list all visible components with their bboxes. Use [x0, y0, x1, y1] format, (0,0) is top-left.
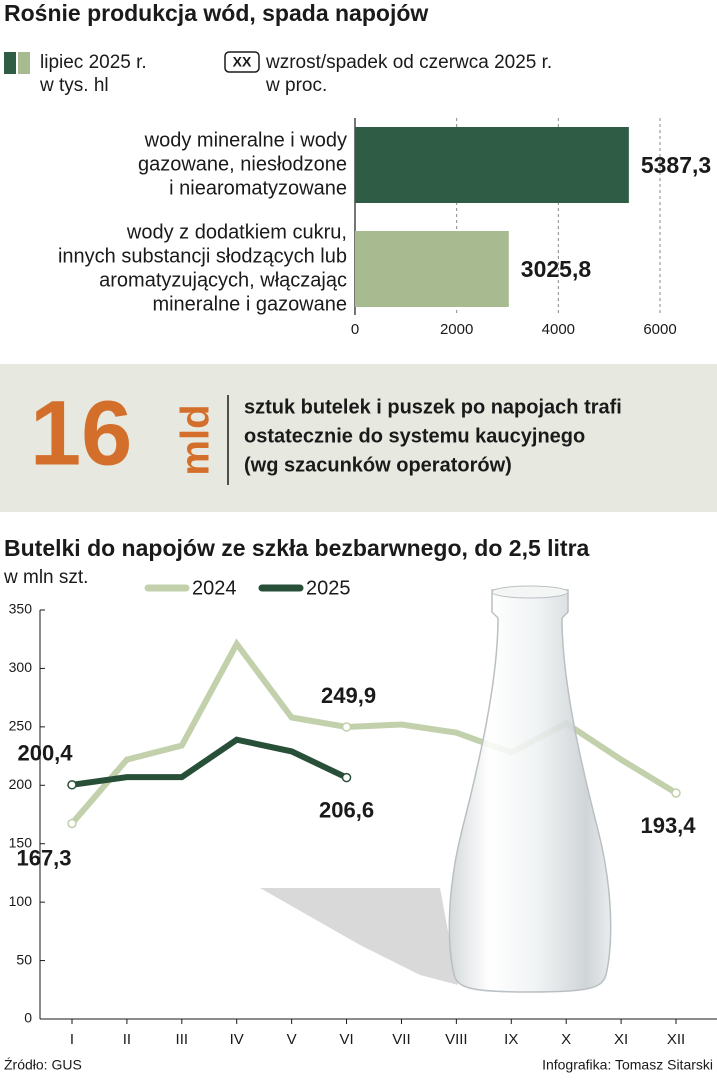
x-tick-label: II: [123, 1031, 131, 1048]
value-label: 200,4: [17, 741, 73, 766]
x-tick-label: IV: [230, 1031, 244, 1048]
value-label: 206,6: [319, 797, 374, 822]
highlight-text: (wg szacunków operatorów): [244, 454, 512, 476]
x-tick-label: I: [70, 1031, 74, 1048]
category-label: gazowane, niesłodzone: [138, 153, 347, 175]
legend-label: w tys. hl: [39, 75, 109, 96]
line-series: [71, 736, 348, 788]
category-label: aromatyzujących, włączając: [99, 269, 347, 291]
point-marker: [341, 772, 352, 783]
y-tick-label: 100: [9, 893, 33, 909]
y-axis-label: w mln szt.: [3, 567, 88, 588]
point-marker: [67, 818, 77, 829]
line-chart-title: Butelki do napojów ze szkła bezbarwnego,…: [4, 535, 590, 561]
x-tick-label: VII: [392, 1031, 410, 1048]
y-tick-label: 200: [9, 776, 33, 792]
y-tick-label: 50: [16, 951, 32, 967]
y-tick-label: 150: [9, 834, 33, 850]
highlight-box: [0, 364, 717, 512]
legend-change-box-text: XX: [233, 54, 252, 70]
highlight-text: ostatecznie do systemu kaucyjnego: [244, 425, 585, 447]
category-label: wody mineralne i wody: [144, 129, 347, 151]
x-tick-label: V: [287, 1031, 297, 1048]
legend-swatch-dark: [4, 52, 16, 74]
y-tick-label: 300: [9, 659, 33, 675]
bottle-shadow: [260, 888, 458, 985]
y-tick-label: 250: [9, 718, 33, 734]
legend-label: wzrost/spadek od czerwca 2025 r.: [265, 52, 552, 73]
y-tick-label: 350: [9, 601, 33, 617]
y-tick-label: 0: [24, 1010, 32, 1026]
bottle-rim: [491, 585, 569, 599]
x-tick-label: 4000: [542, 321, 575, 338]
bar: [355, 231, 509, 307]
highlight-unit: mld: [174, 404, 218, 475]
credit: Infografika: Tomasz Sitarski: [542, 1057, 713, 1073]
bar: [355, 127, 629, 203]
category-label: i niearomatyzowane: [169, 177, 347, 199]
legend-label: 2024: [192, 577, 237, 599]
category-label: mineralne i gazowane: [152, 293, 347, 315]
value-label: 167,3: [16, 845, 71, 870]
legend-label: 2025: [306, 577, 351, 599]
x-tick-label: IX: [504, 1031, 518, 1048]
highlight-text: sztuk butelek i puszek po napojach trafi: [244, 396, 622, 418]
highlight-number: 16: [30, 382, 132, 484]
x-tick-label: X: [561, 1031, 571, 1048]
bottle-body: [448, 589, 612, 993]
category-label: innych substancji słodzących lub: [58, 245, 347, 267]
category-label: wody z dodatkiem cukru,: [126, 221, 347, 243]
legend-label: lipiec 2025 r.: [40, 52, 147, 73]
bar-chart-title: Rośnie produkcja wód, spada napojów: [4, 0, 428, 26]
value-label: 5387,3: [641, 152, 711, 178]
x-tick-label: XI: [614, 1031, 628, 1048]
legend-swatch-light: [18, 52, 30, 74]
x-tick-label: 6000: [643, 321, 676, 338]
legend-change-box: [224, 51, 260, 73]
source: Źródło: GUS: [4, 1057, 82, 1073]
x-tick-label: XII: [667, 1031, 685, 1048]
value-label: 193,4: [640, 813, 696, 838]
x-tick-label: 2000: [440, 321, 473, 338]
value-label: 3025,8: [521, 256, 592, 282]
bottle: [448, 585, 612, 993]
x-tick-label: III: [176, 1031, 189, 1048]
value-label: 249,9: [321, 683, 376, 708]
point-marker: [67, 780, 77, 790]
legend-label: w proc.: [265, 75, 327, 96]
x-tick-label: VI: [339, 1031, 353, 1048]
point-marker: [341, 722, 352, 732]
x-tick-label: 0: [351, 321, 359, 338]
x-tick-label: VIII: [445, 1031, 468, 1048]
point-marker: [671, 788, 681, 798]
